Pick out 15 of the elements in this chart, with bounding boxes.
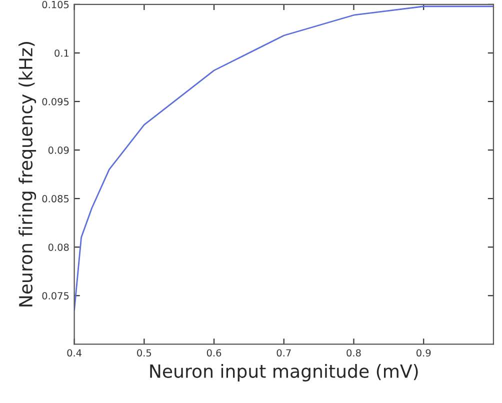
y-tick-label: 0.105 xyxy=(42,0,69,8)
x-tick-label: 0.8 xyxy=(346,349,361,357)
x-tick-label: 0.5 xyxy=(137,349,152,357)
x-tick-label: 0.6 xyxy=(206,349,222,357)
y-tick-label: 0.08 xyxy=(48,244,69,251)
y-tick-label: 0.095 xyxy=(42,98,69,106)
y-tick-label: 0.085 xyxy=(42,195,69,202)
y-tick-label: 0.09 xyxy=(48,146,69,154)
x-axis-title: Neuron input magnitude (mV) xyxy=(150,364,418,382)
y-tick-label: 0.1 xyxy=(54,49,69,57)
y-tick-label: 0.075 xyxy=(42,292,69,300)
x-tick-label: 0.4 xyxy=(67,349,82,357)
y-axis-title: Neuron firing frequency (kHz) xyxy=(18,42,36,306)
x-tick-label: 0.9 xyxy=(416,349,431,357)
x-tick-label: 0.7 xyxy=(276,349,291,357)
